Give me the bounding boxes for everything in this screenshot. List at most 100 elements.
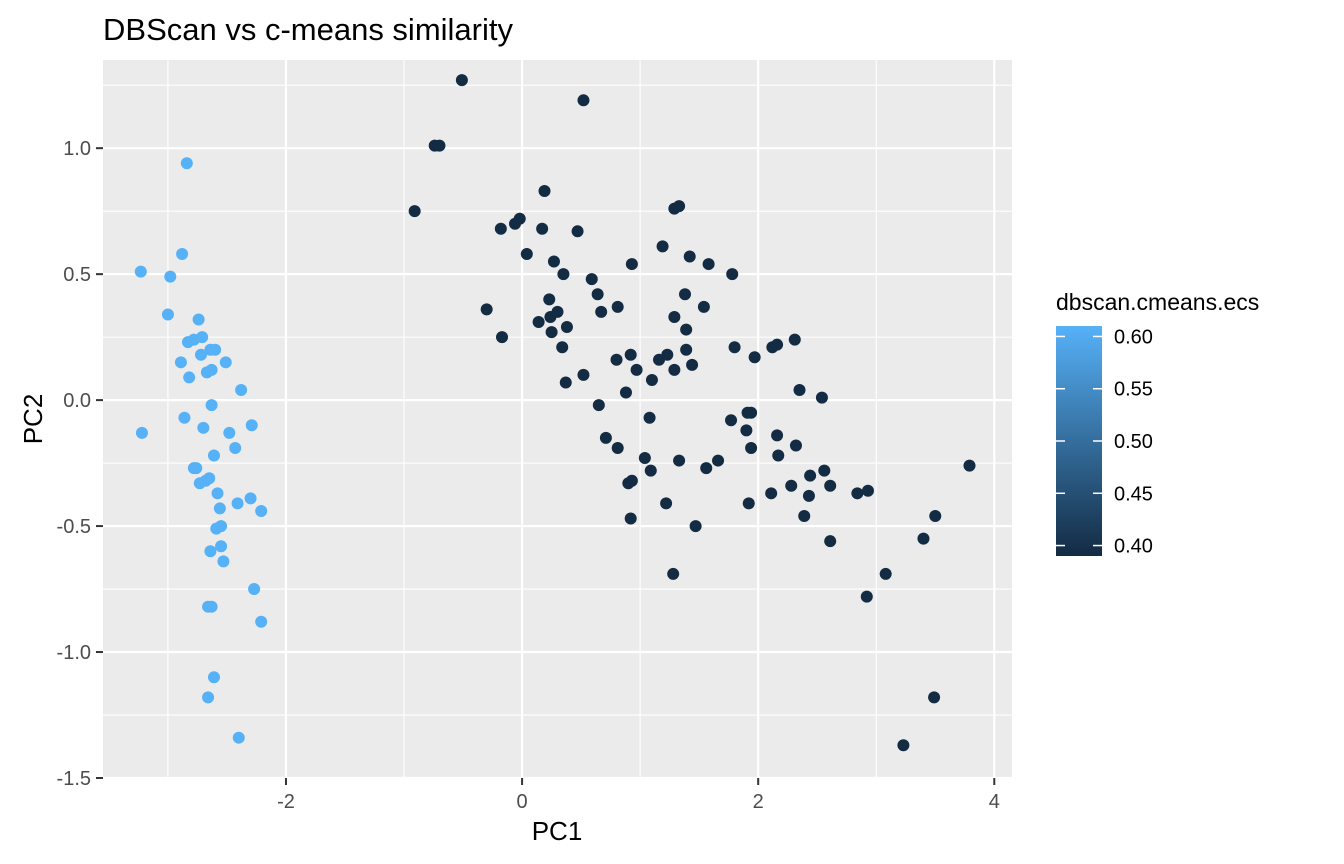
- data-point: [231, 497, 244, 510]
- data-point: [798, 509, 811, 522]
- data-point: [929, 509, 942, 522]
- data-point: [202, 691, 215, 704]
- data-point: [595, 305, 608, 318]
- data-point: [678, 288, 691, 301]
- data-point: [134, 265, 147, 278]
- data-point: [245, 419, 258, 432]
- color-legend: dbscan.cmeans.ecs 0.60 0.55 0.50 0.45 0.40: [1056, 289, 1259, 558]
- data-point: [765, 487, 778, 500]
- data-point: [551, 305, 564, 318]
- data-point: [255, 615, 268, 628]
- data-point: [824, 535, 837, 548]
- data-point: [194, 348, 207, 361]
- data-point: [571, 225, 584, 238]
- data-point: [213, 502, 226, 515]
- data-point: [494, 222, 507, 235]
- data-point: [244, 492, 257, 505]
- data-point: [255, 504, 268, 517]
- data-point: [520, 247, 533, 260]
- data-point: [135, 426, 148, 439]
- data-point: [203, 472, 216, 485]
- data-point: [215, 520, 228, 533]
- data-point: [645, 373, 658, 386]
- data-point: [235, 384, 248, 397]
- data-point: [879, 567, 892, 580]
- data-point: [771, 338, 784, 351]
- data-point: [207, 671, 220, 684]
- data-point: [455, 74, 468, 87]
- legend-title: dbscan.cmeans.ecs: [1056, 289, 1259, 315]
- y-tick-label: 1.0: [63, 138, 91, 160]
- data-point: [668, 310, 681, 323]
- x-tick-label: -2: [277, 791, 295, 813]
- data-point: [611, 300, 624, 313]
- data-point: [745, 441, 758, 454]
- data-point: [538, 185, 551, 198]
- data-point: [219, 356, 232, 369]
- data-point: [861, 484, 874, 497]
- data-point: [788, 333, 801, 346]
- x-tick-label: 2: [753, 791, 764, 813]
- data-point: [660, 497, 673, 510]
- data-point: [161, 308, 174, 321]
- data-point: [217, 555, 230, 568]
- data-point: [560, 321, 573, 334]
- x-axis-title: PC1: [532, 816, 583, 846]
- data-point: [176, 247, 189, 260]
- data-point: [480, 303, 493, 316]
- data-point: [229, 441, 242, 454]
- data-point: [178, 411, 191, 424]
- data-point: [211, 487, 224, 500]
- data-point: [643, 411, 656, 424]
- data-point: [577, 368, 590, 381]
- data-point: [928, 691, 941, 704]
- data-point: [205, 363, 218, 376]
- data-point: [164, 270, 177, 283]
- data-point: [190, 462, 203, 475]
- data-point: [860, 590, 873, 603]
- data-point: [680, 343, 693, 356]
- data-point: [728, 341, 741, 354]
- data-point: [630, 363, 643, 376]
- data-point: [547, 255, 560, 268]
- y-axis-title: PC2: [18, 394, 48, 445]
- y-tick-label: -1.5: [57, 768, 91, 790]
- data-point: [223, 426, 236, 439]
- data-point: [174, 356, 187, 369]
- data-point: [740, 424, 753, 437]
- data-point: [513, 212, 526, 225]
- data-point: [624, 512, 637, 525]
- data-point: [712, 454, 725, 467]
- y-tick-label: 0.5: [63, 264, 91, 286]
- data-point: [667, 567, 680, 580]
- data-point: [725, 414, 738, 427]
- data-point: [851, 487, 864, 500]
- data-point: [205, 600, 218, 613]
- data-point: [408, 205, 421, 218]
- data-point: [897, 739, 910, 752]
- data-point: [702, 258, 715, 271]
- data-point: [496, 331, 509, 344]
- data-point: [793, 384, 806, 397]
- legend-break-label: 0.40: [1114, 536, 1153, 558]
- y-tick-label: 0.0: [63, 390, 91, 412]
- data-point: [585, 273, 598, 286]
- chart-title: DBScan vs c-means similarity: [103, 12, 513, 47]
- grid-major: [103, 60, 1012, 780]
- data-point: [532, 316, 545, 329]
- data-point: [536, 222, 549, 235]
- legend-break-label: 0.50: [1114, 431, 1153, 453]
- data-point: [557, 268, 570, 281]
- legend-break-label: 0.55: [1114, 379, 1153, 401]
- x-tick-label: 4: [989, 791, 1000, 813]
- data-point: [207, 449, 220, 462]
- legend-break-label: 0.60: [1114, 326, 1153, 348]
- data-point: [619, 386, 632, 399]
- data-point: [789, 439, 802, 452]
- data-point: [802, 489, 815, 502]
- y-tick-label: -1.0: [57, 642, 91, 664]
- legend-break-label: 0.45: [1114, 483, 1153, 505]
- data-point: [745, 406, 758, 419]
- data-point: [917, 532, 930, 545]
